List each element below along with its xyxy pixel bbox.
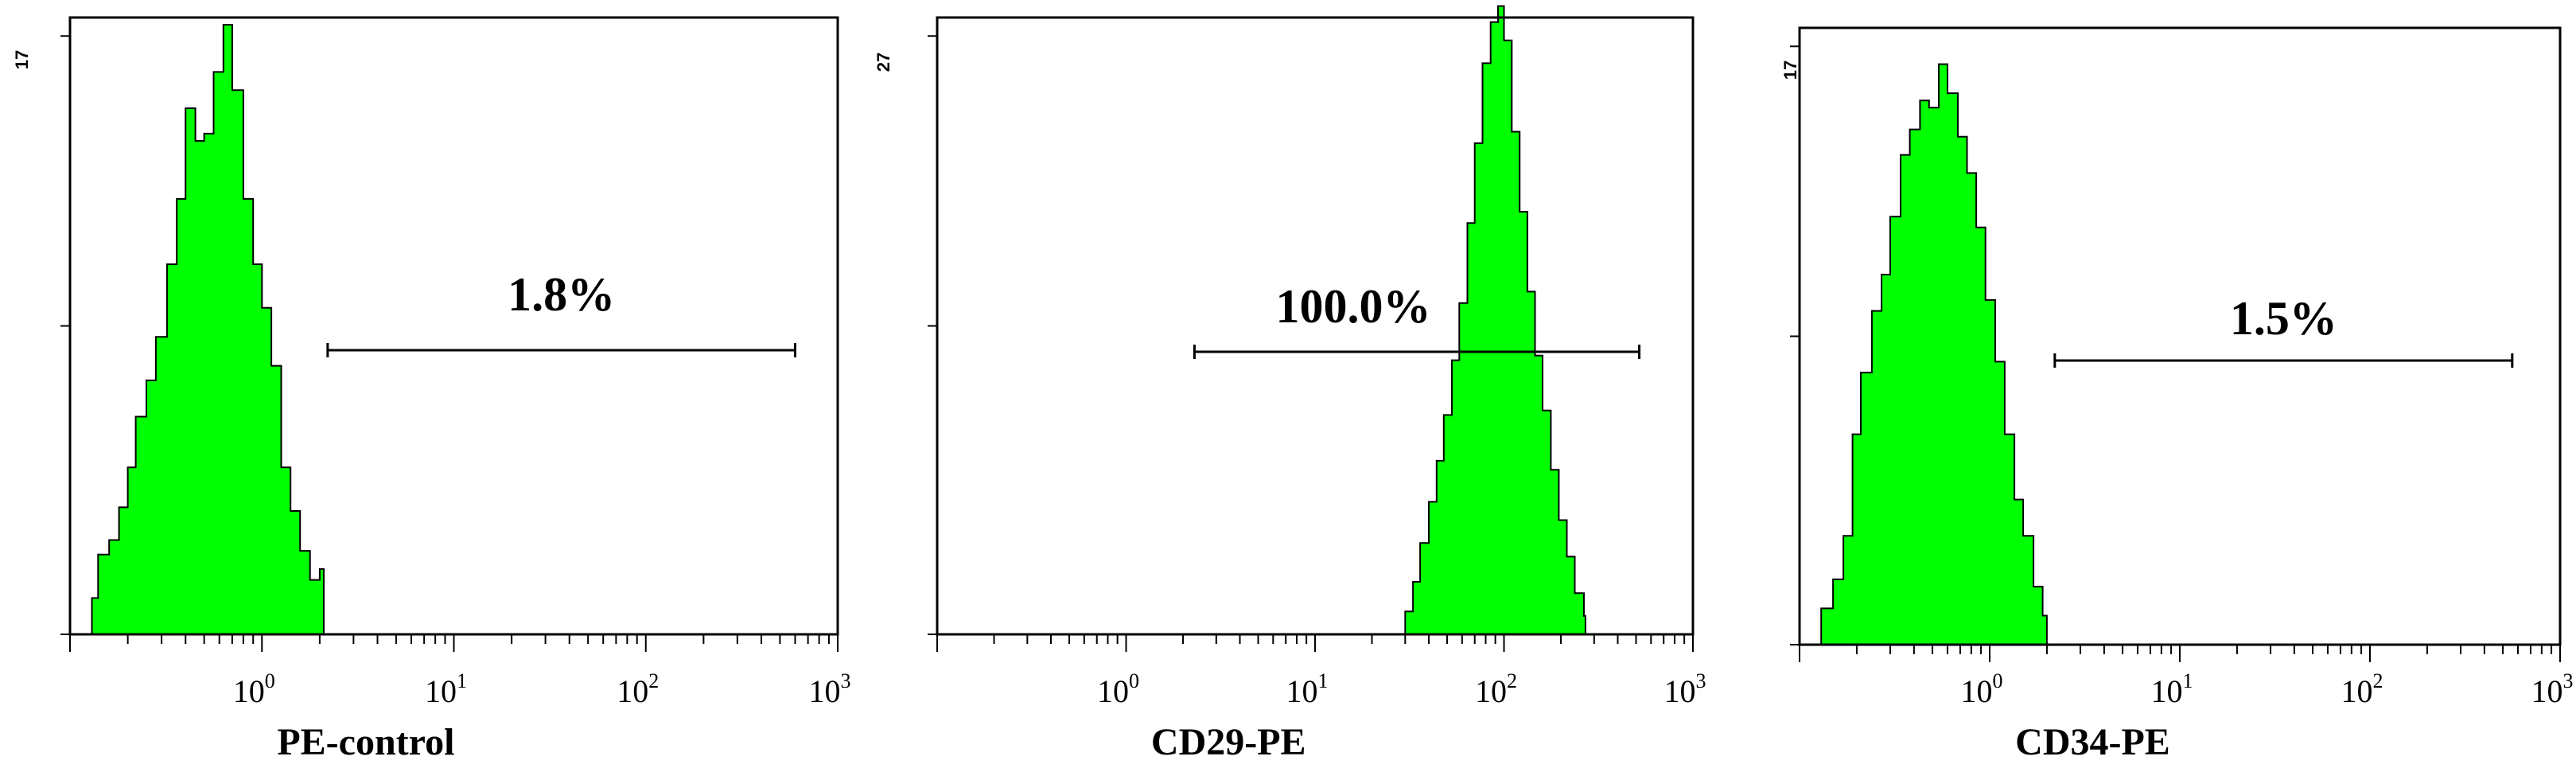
x-tick-label: 103 (1664, 669, 1706, 709)
panel-pe-control: 17 100 101 102 103 PE-control 1.8% (12, 16, 851, 763)
gate-percentage-label: 1.5% (2230, 292, 2337, 345)
y-max-label: 27 (874, 53, 893, 72)
histogram-area (1404, 5, 1586, 635)
y-max-label: 17 (12, 50, 32, 69)
x-tick-label: 101 (1286, 669, 1329, 709)
x-tick-label: 102 (1475, 669, 1517, 709)
x-tick-label: 103 (809, 669, 851, 709)
x-tick-label: 100 (233, 669, 275, 709)
x-tick-label: 101 (2151, 669, 2193, 709)
gate-percentage-label: 100.0% (1275, 280, 1430, 333)
x-tick-label: 103 (2531, 669, 2574, 709)
y-max-label: 17 (1780, 60, 1800, 80)
x-tick-label: 102 (617, 669, 659, 709)
x-axis-label: CD29-PE (1151, 721, 1306, 763)
x-tick-label: 100 (1961, 669, 2003, 709)
x-tick-label: 100 (1097, 669, 1139, 709)
gate-percentage-label: 1.8% (508, 268, 615, 321)
histogram-area (1820, 63, 2048, 645)
x-tick-label: 101 (425, 669, 467, 709)
panel-cd34-pe: 17 100 101 102 103 CD34-PE 1.5% (1780, 26, 2574, 763)
x-tick-label: 102 (2341, 669, 2383, 709)
x-axis-label: PE-control (277, 721, 454, 763)
panel-cd29-pe: 27 100 101 102 103 CD29-PE 100.0% (874, 5, 1706, 763)
x-axis-label: CD34-PE (2015, 721, 2170, 763)
histogram-area (91, 24, 325, 635)
